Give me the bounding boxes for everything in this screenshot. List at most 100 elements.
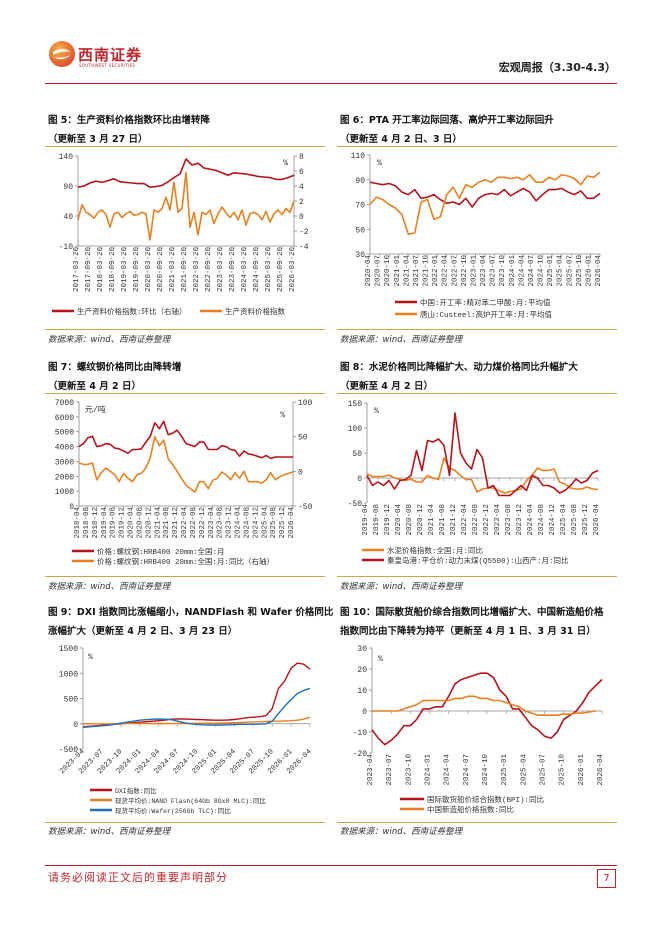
x-tick-label: 2026-04 bbox=[286, 748, 314, 776]
x-tick-label: 2021-04 bbox=[154, 507, 162, 539]
fig6-bottom-rule bbox=[337, 329, 617, 330]
fig5-subtitle: （更新至 3 月 27 日） bbox=[48, 134, 148, 145]
x-tick-label: 2023-09-20 bbox=[229, 247, 237, 293]
fig7-subtitle: （更新至 4 月 2 日） bbox=[48, 381, 141, 392]
x-tick-label: 2023-04 bbox=[59, 748, 87, 776]
x-tick-label: 2022-08 bbox=[190, 507, 198, 539]
x-tick-label: 2024-10 bbox=[172, 748, 200, 776]
y-tick-label: 5000 bbox=[55, 429, 74, 438]
x-tick-label: 2025-07 bbox=[540, 754, 548, 786]
x-tick-label: 2020-04 bbox=[365, 255, 373, 287]
fig6-top-rule bbox=[337, 146, 617, 147]
y-tick-label: 30 bbox=[355, 251, 365, 260]
fig10-source: 数据来源：wind、西南证券整理 bbox=[340, 827, 463, 837]
x-tick-label: 2023-03-20 bbox=[217, 247, 225, 293]
y-right-unit-label: % bbox=[280, 411, 285, 420]
y-right-tick-label: -4 bbox=[299, 243, 309, 252]
x-tick-label: 2026-04 bbox=[597, 754, 605, 786]
fig9-bottom-rule bbox=[45, 822, 325, 823]
y-tick-label: 10 bbox=[357, 687, 367, 696]
y-right-tick-label: 4 bbox=[299, 183, 304, 192]
y-unit-label: % bbox=[377, 159, 382, 168]
x-tick-label: 2018-12 bbox=[92, 507, 100, 539]
legend-label: 生产资料价格指数:环比（右轴） bbox=[77, 306, 187, 317]
x-tick-label: 2021-04 bbox=[403, 255, 411, 287]
series-line-2 bbox=[82, 687, 311, 728]
x-tick-label: 2025-04 bbox=[520, 754, 528, 786]
x-tick-label: 2021-03-20 bbox=[169, 247, 177, 293]
y-tick-label: 50 bbox=[352, 450, 362, 459]
y-right-unit-label: % bbox=[283, 159, 288, 168]
x-tick-label: 2022-01 bbox=[432, 255, 440, 287]
series-line-0 bbox=[371, 672, 603, 746]
x-tick-label: 2024-03-20 bbox=[241, 247, 249, 293]
page-number: 7 bbox=[597, 869, 616, 888]
x-tick-label: 2023-12 bbox=[516, 504, 524, 536]
x-tick-label: 2019-12 bbox=[119, 507, 127, 539]
y-tick-label: 3000 bbox=[55, 458, 74, 467]
x-tick-label: 2026-04 bbox=[288, 507, 296, 539]
series-line-1 bbox=[366, 412, 599, 497]
x-tick-label: 2025-10 bbox=[559, 754, 567, 786]
y-tick-label: 50 bbox=[355, 226, 365, 235]
y-tick-label: -10 bbox=[353, 729, 368, 738]
x-tick-label: 2024-04 bbox=[527, 504, 535, 536]
y-tick-label: 140 bbox=[59, 153, 74, 162]
x-tick-label: 2017-09-20 bbox=[85, 247, 93, 293]
legend-label: 现货平均价:NAND Flash(64Gb 8Gx8 MLC):同比 bbox=[115, 796, 266, 805]
x-tick-label: 2024-12 bbox=[252, 507, 260, 539]
x-tick-label: 2020-04 bbox=[395, 504, 403, 536]
y-right-tick-label: -50 bbox=[298, 503, 313, 512]
x-tick-label: 2022-10 bbox=[461, 255, 469, 287]
series-line-1 bbox=[83, 716, 311, 725]
fig8-bottom-rule bbox=[337, 576, 617, 577]
x-tick-label: 2026-01 bbox=[267, 748, 295, 776]
y-right-tick-label: 0 bbox=[298, 468, 303, 477]
y-unit-label: % bbox=[88, 653, 93, 662]
x-tick-label: 2019-04 bbox=[101, 507, 109, 539]
x-tick-label: 2023-08 bbox=[217, 507, 225, 539]
y-unit-label: % bbox=[378, 655, 383, 664]
x-tick-label: 2026-04 bbox=[593, 504, 601, 536]
fig8-top-rule bbox=[337, 393, 617, 394]
fig5-source: 数据来源：wind、西南证券整理 bbox=[48, 335, 171, 345]
x-tick-label: 2025-01 bbox=[547, 255, 555, 287]
y-tick-label: 500 bbox=[64, 696, 79, 705]
y-tick-label: 1000 bbox=[55, 488, 74, 497]
fig5-bottom-rule bbox=[45, 329, 325, 330]
x-tick-label: 2023-10 bbox=[96, 748, 124, 776]
x-tick-label: 2025-10 bbox=[576, 255, 584, 287]
x-tick-label: 2020-07 bbox=[375, 255, 383, 287]
series-line-1 bbox=[77, 171, 295, 241]
x-tick-label: 2020-12 bbox=[145, 507, 153, 539]
x-tick-label: 2022-07 bbox=[451, 255, 459, 287]
x-tick-label: 2023-04 bbox=[494, 504, 502, 536]
x-tick-label: 2020-08 bbox=[136, 507, 144, 539]
x-tick-label: 2017-03-20 bbox=[73, 247, 81, 293]
legend-label: 中国:开工率:精对苯二甲酸:月:平均值 bbox=[420, 297, 551, 308]
y-tick-label: 70 bbox=[355, 202, 365, 211]
y-tick-label: 90 bbox=[63, 183, 73, 192]
x-tick-label: 2021-01 bbox=[394, 255, 402, 287]
y-tick-label: 1000 bbox=[59, 670, 78, 679]
x-tick-label: 2020-10 bbox=[384, 255, 392, 287]
y-right-tick-label: 2 bbox=[299, 198, 304, 207]
x-tick-label: 2024-07 bbox=[463, 754, 471, 786]
x-tick-label: 2020-12 bbox=[417, 504, 425, 536]
fig9-title-line2: 涨幅扩大（更新至 4 月 2 日、3 月 23 日） bbox=[48, 626, 238, 637]
x-tick-label: 2021-12 bbox=[172, 507, 180, 539]
x-tick-label: 2024-09-20 bbox=[253, 247, 261, 293]
x-tick-label: 2019-03-20 bbox=[121, 247, 129, 293]
fig6-source: 数据来源：wind、西南证券整理 bbox=[340, 335, 463, 345]
y-right-tick-label: 8 bbox=[299, 153, 304, 162]
x-tick-label: 2023-10 bbox=[405, 754, 413, 786]
series-line-0 bbox=[366, 457, 599, 494]
x-tick-label: 2019-08 bbox=[110, 507, 118, 539]
x-tick-label: 2024-12 bbox=[549, 504, 557, 536]
x-tick-label: 2024-07 bbox=[528, 255, 536, 287]
x-tick-label: 2018-04 bbox=[74, 507, 82, 539]
legend-label: 国际散货船价综合指数(BPI):同比 bbox=[427, 794, 545, 805]
series-line-1 bbox=[372, 695, 596, 717]
y-tick-label: 0 bbox=[357, 475, 362, 484]
x-tick-label: 2018-09-20 bbox=[109, 247, 117, 293]
